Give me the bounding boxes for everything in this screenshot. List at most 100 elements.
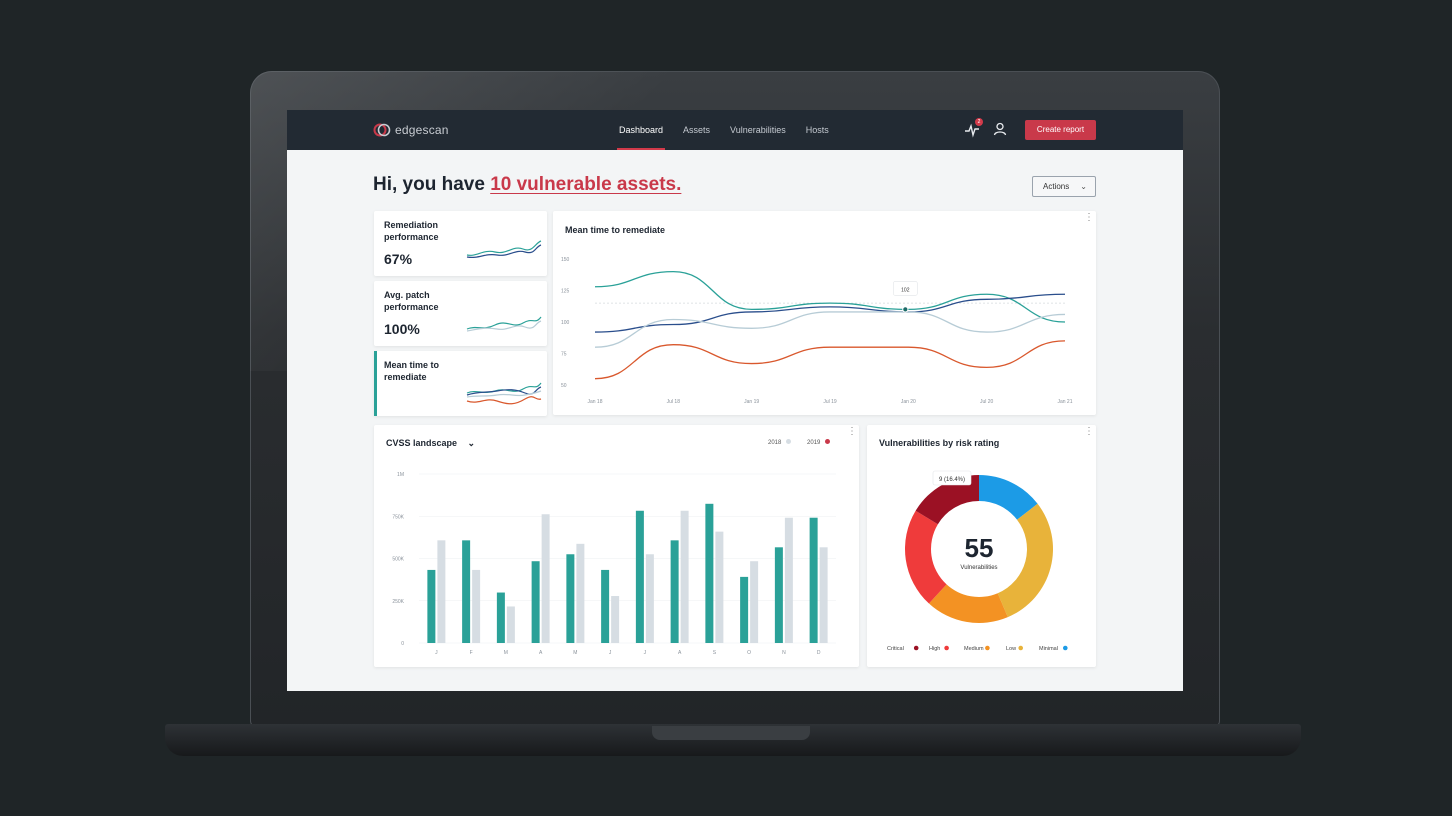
donut-slice-low (997, 503, 1053, 618)
bar-2019 (531, 561, 540, 643)
selected-indicator (374, 351, 377, 416)
kpi-value: 100% (384, 321, 420, 337)
y-tick-label: 125 (561, 289, 570, 295)
y-tick-label: 75 (561, 352, 567, 358)
bar-2018 (576, 543, 585, 643)
series-line (594, 311, 1066, 348)
legend-dot (944, 645, 949, 651)
brand-logo[interactable]: edgescan (373, 122, 449, 138)
x-tick-label: Jul 19 (823, 399, 837, 405)
donut-slice-high (905, 510, 947, 604)
tooltip-box (893, 281, 918, 296)
kpi-sparkline (466, 316, 542, 332)
x-tick-label: S (713, 650, 717, 656)
bar-2019 (601, 569, 610, 643)
kpi-card-patch[interactable]: Avg. patch performance 100% (374, 281, 547, 346)
bar-2019 (427, 569, 436, 643)
series-line (594, 340, 1066, 380)
bar-2018 (506, 606, 515, 643)
legend-label: Low (1006, 646, 1016, 652)
brand-name: edgescan (395, 123, 449, 137)
chevron-down-icon: ⌄ (467, 438, 476, 448)
actions-label: Actions (1043, 182, 1070, 191)
donut-slice-medium (928, 584, 1008, 623)
x-tick-label: D (817, 650, 821, 656)
bar-2019 (705, 503, 714, 643)
nav-hosts[interactable]: Hosts (805, 125, 829, 135)
x-tick-label: Jul 20 (980, 399, 994, 405)
greeting-prefix: Hi, you have (373, 174, 485, 195)
laptop-screen: edgescan Dashboard Assets Vulnerabilitie… (287, 110, 1183, 691)
total-count: 55 (965, 533, 994, 563)
legend-label: Minimal (1039, 646, 1058, 652)
edgescan-logo-icon (373, 123, 391, 137)
x-tick-label: Jul 18 (667, 399, 681, 405)
chart-title[interactable]: CVSS landscape ⌄ (386, 438, 475, 449)
bar-2018 (437, 540, 446, 643)
chart-title: Mean time to remediate (565, 225, 666, 235)
legend-dot (985, 645, 990, 651)
donut-slice-critical (915, 475, 979, 525)
legend-item[interactable]: 2018 (768, 439, 792, 446)
donut-chart: 55 Vulnerabilities 9 (16.4%) Critical High Me… (887, 470, 1068, 652)
x-tick-label: M (504, 650, 508, 656)
legend-item[interactable]: 2019 (807, 439, 831, 446)
x-tick-label: Jan 19 (744, 399, 759, 405)
bar-2018 (715, 531, 724, 643)
bar-2018 (645, 554, 654, 643)
main-nav: Dashboard Assets Vulnerabilities Hosts (609, 110, 839, 150)
nav-assets[interactable]: Assets (683, 125, 711, 135)
kpi-title: Remediation performance (384, 220, 439, 242)
kpi-sparkline (466, 240, 542, 259)
tooltip-text: 102 (901, 287, 910, 293)
y-tick-label: 0 (401, 641, 404, 647)
bar-2019 (740, 576, 749, 643)
x-tick-label: J (644, 650, 647, 656)
y-tick-label: 150 (561, 257, 570, 263)
legend-dot (786, 439, 792, 444)
x-tick-label: Jan 21 (1057, 399, 1072, 405)
nav-dashboard[interactable]: Dashboard (609, 110, 673, 150)
chevron-down-icon: ⌄ (1080, 182, 1087, 191)
x-tick-label: J (435, 650, 438, 656)
x-tick-label: N (782, 650, 786, 656)
bar-2019 (496, 592, 505, 643)
x-tick-label: O (747, 650, 751, 656)
y-tick-label: 50 (561, 383, 567, 389)
donut-slice-minimal (979, 475, 1038, 520)
tooltip-point (902, 306, 909, 313)
legend-label: High (929, 646, 940, 652)
actions-dropdown[interactable]: Actions ⌄ (1032, 176, 1096, 197)
legend-dot (1063, 645, 1068, 651)
bar-2018 (611, 596, 620, 643)
vulnerable-assets-link[interactable]: 10 vulnerable assets. (490, 174, 682, 195)
y-tick-label: 500K (392, 557, 404, 563)
kpi-title: Avg. patch performance (384, 290, 439, 312)
bar-2018 (819, 547, 828, 643)
legend-dot (825, 439, 831, 444)
laptop-notch (652, 726, 810, 740)
legend-label: Medium (964, 646, 984, 652)
page-greeting: Hi, you have 10 vulnerable assets. (373, 174, 681, 196)
tooltip-text: 9 (16.4%) (939, 477, 965, 483)
bar-2018 (472, 569, 481, 643)
y-tick-label: 750K (392, 514, 404, 520)
top-navigation-bar: edgescan Dashboard Assets Vulnerabilitie… (287, 110, 1183, 150)
kpi-value: 67% (384, 251, 413, 267)
kpi-card-mttr[interactable]: Mean time to remediate (374, 351, 547, 416)
x-tick-label: A (678, 650, 682, 656)
bar-2018 (541, 514, 550, 643)
kpi-card-remediation[interactable]: Remediation performance 67% (374, 211, 547, 276)
create-report-button[interactable]: Create report (1025, 120, 1096, 140)
activity-pulse-icon[interactable] (964, 122, 980, 138)
y-tick-label: 1M (397, 472, 404, 478)
risk-rating-card: Vulnerabilities by risk rating ⋮ 55 Vulne… (867, 425, 1096, 667)
y-tick-label: 250K (392, 599, 404, 605)
user-icon[interactable] (993, 122, 1007, 136)
nav-vulnerabilities[interactable]: Vulnerabilities (730, 125, 786, 135)
kpi-sparkline (466, 382, 542, 405)
bar-chart: 1M 750K 500K 250K 0 J F M A M J J A S O N D (392, 472, 836, 656)
bar-legend: 2018 2019 (768, 439, 831, 446)
mttr-chart-card: Mean time to remediate ⋮ 150 125 100 75 50 Ja… (553, 211, 1096, 415)
legend-label: Critical (887, 646, 904, 652)
